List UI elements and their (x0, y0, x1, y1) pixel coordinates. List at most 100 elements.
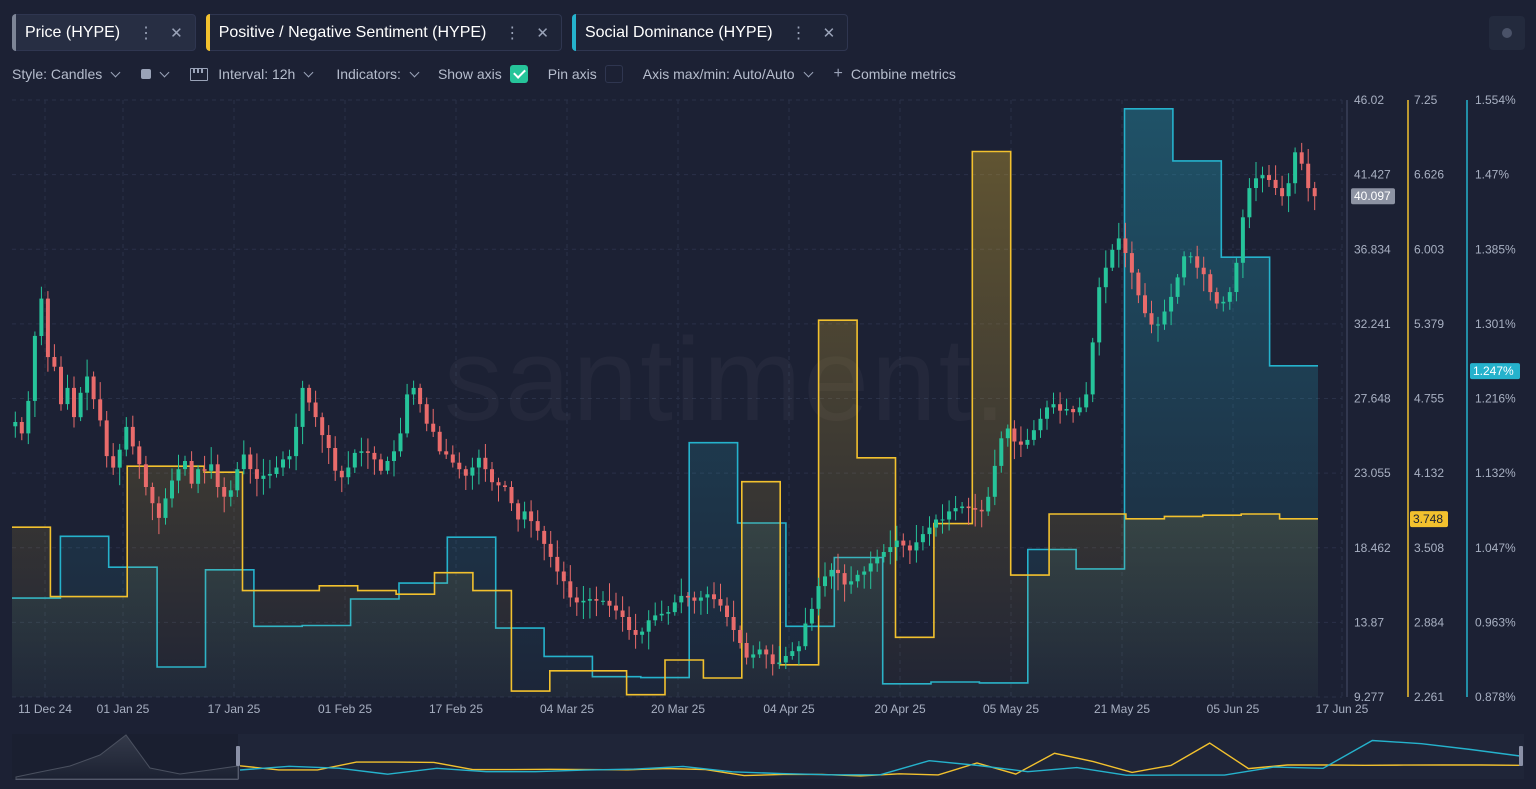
candle-body (1254, 178, 1258, 188)
circle-icon (1502, 28, 1512, 38)
navigator-handle-right (1519, 746, 1523, 766)
candle-body (953, 508, 958, 512)
candle-body (1195, 256, 1200, 268)
candle-body (1123, 238, 1128, 253)
candle-body (581, 600, 586, 603)
candle-body (490, 469, 494, 483)
candle-body (712, 594, 716, 600)
vertical-dots-icon[interactable]: ⋮ (138, 24, 155, 42)
candle-body (1247, 188, 1252, 218)
tab-color-bar (571, 14, 576, 51)
style-dropdown[interactable]: Style: Candles (12, 66, 121, 82)
candle-body (587, 599, 592, 601)
candle-body (1162, 311, 1167, 325)
candle-body (986, 496, 991, 512)
candle-body (241, 454, 246, 470)
candle-body (1260, 175, 1265, 179)
x-axis-tick-label: 05 May 25 (983, 702, 1039, 716)
x-axis-tick-label: 17 Jan 25 (208, 702, 261, 716)
dominance-tick-label: 1.385% (1475, 242, 1516, 256)
tab-label: Social Dominance (HYPE) (584, 23, 773, 41)
options-button[interactable] (1489, 16, 1525, 50)
price-tick-label: 23.055 (1354, 466, 1391, 480)
tab-price-hype[interactable]: Price (HYPE) ⋮ ✕ (12, 14, 196, 51)
close-icon[interactable]: ✕ (170, 24, 183, 42)
candle-body (561, 571, 566, 582)
indicators-dropdown[interactable]: Indicators: (336, 66, 420, 82)
candle-body (894, 540, 899, 548)
candle-body (1214, 292, 1219, 304)
axis-range-dropdown[interactable]: Axis max/min: Auto/Auto (643, 66, 813, 82)
candle-body (13, 422, 18, 427)
candle-body (287, 456, 292, 460)
pin-axis-label: Pin axis (547, 66, 597, 82)
candle-body (183, 461, 187, 470)
dominance-current-value: 1.247% (1473, 364, 1514, 378)
candle-body (1143, 295, 1147, 314)
candle-body (476, 457, 481, 468)
price-tick-label: 36.834 (1354, 242, 1391, 256)
candle-body (829, 569, 834, 577)
candle-body (1012, 428, 1017, 442)
candle-body (411, 387, 416, 395)
candle-body (1084, 394, 1089, 408)
pin-axis-checkbox[interactable] (604, 65, 623, 83)
candle-body (509, 487, 514, 504)
candle-body (966, 506, 971, 509)
candle-body (150, 487, 155, 504)
candle-body (1286, 183, 1291, 197)
sentiment-tick-label: 6.626 (1414, 168, 1444, 182)
color-dropdown[interactable] (141, 67, 170, 79)
combine-metrics-button[interactable]: + Combine metrics (834, 65, 956, 83)
candle-body (855, 574, 860, 582)
candle-body (633, 630, 638, 635)
candle-body (117, 449, 122, 468)
candle-body (189, 461, 194, 484)
candle-body (228, 490, 233, 497)
candle-body (751, 654, 756, 658)
candle-body (52, 357, 57, 367)
candle-body (503, 485, 507, 487)
candle-body (65, 387, 70, 405)
pin-axis-toggle[interactable]: Pin axis (548, 65, 623, 83)
show-axis-toggle[interactable]: Show axis (438, 65, 528, 83)
sentiment-tick-label: 4.132 (1414, 466, 1444, 480)
candle-body (91, 376, 96, 400)
close-icon[interactable]: ✕ (536, 24, 549, 42)
sentiment-current-value: 3.748 (1413, 512, 1443, 526)
close-icon[interactable]: ✕ (822, 24, 836, 42)
candle-body (542, 530, 547, 544)
tab-social-dominance-hype[interactable]: Social Dominance (HYPE) ⋮ ✕ (571, 14, 849, 51)
x-axis-tick-label: 20 Mar 25 (651, 702, 705, 716)
candle-body (72, 387, 76, 418)
candle-body (392, 451, 396, 461)
candle-body (372, 452, 377, 460)
candle-body (1227, 292, 1232, 302)
candle-body (1051, 404, 1056, 408)
candle-body (450, 454, 455, 463)
candle-body (254, 469, 259, 479)
interval-dropdown[interactable]: Interval: 12h (190, 66, 314, 82)
tab-color-bar (12, 14, 16, 51)
candle-body (764, 649, 769, 655)
vertical-dots-icon[interactable]: ⋮ (790, 24, 807, 42)
dominance-tick-label: 1.47% (1475, 168, 1509, 182)
candle-body (607, 600, 612, 606)
candle-body (823, 576, 827, 587)
checkmark-icon[interactable] (509, 65, 528, 83)
candle-body (1129, 253, 1134, 273)
candle-body (516, 503, 521, 520)
candle-body (934, 519, 938, 528)
candle-body (927, 527, 932, 535)
candle-body (842, 573, 847, 585)
candle-body (398, 433, 403, 452)
tab-color-bar (205, 14, 210, 51)
sentiment-line (12, 150, 1318, 696)
price-tick-label: 9.277 (1354, 690, 1384, 704)
candle-body (888, 547, 893, 552)
navigator[interactable] (12, 734, 1524, 780)
tab-sentiment-hype[interactable]: Positive / Negative Sentiment (HYPE) ⋮ ✕ (205, 14, 562, 51)
candle-body (862, 571, 867, 575)
vertical-dots-icon[interactable]: ⋮ (504, 24, 521, 42)
